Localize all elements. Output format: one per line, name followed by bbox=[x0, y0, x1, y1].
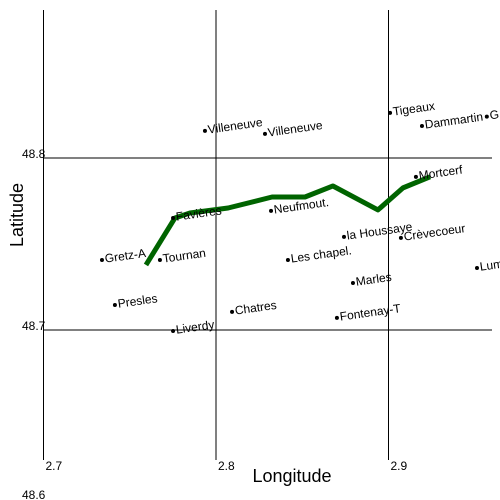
town-label: G bbox=[489, 107, 500, 122]
town-label: Favières bbox=[175, 203, 223, 223]
x-axis-title: Longitude bbox=[252, 466, 331, 486]
town-marker bbox=[269, 208, 274, 213]
town-marker bbox=[112, 303, 117, 308]
town-marker bbox=[334, 315, 339, 320]
y-tick-label: 48.6 bbox=[22, 488, 46, 500]
town-marker bbox=[262, 131, 267, 136]
route-line bbox=[143, 174, 432, 267]
town-marker bbox=[419, 123, 424, 128]
town-marker bbox=[398, 235, 403, 240]
town-marker bbox=[474, 266, 479, 271]
y-axis-title: Latitude bbox=[7, 183, 27, 247]
town-label: Fontenay-T bbox=[339, 301, 402, 323]
town-label: Chatres bbox=[234, 298, 278, 318]
town-label: Liverdy bbox=[175, 317, 215, 336]
x-tick-label: 2.8 bbox=[218, 459, 235, 473]
town-label: Crèvecoeur bbox=[403, 221, 466, 243]
y-tick-label: 48.7 bbox=[22, 319, 46, 333]
town-marker bbox=[341, 234, 346, 239]
town-marker bbox=[230, 309, 235, 314]
town-marker bbox=[171, 329, 176, 334]
town-marker bbox=[285, 257, 290, 262]
town-label: Marles bbox=[355, 270, 393, 289]
town-label: Mortcerf bbox=[418, 162, 464, 182]
town-marker bbox=[157, 257, 162, 262]
town-label: Villeneuve bbox=[267, 118, 324, 140]
town-marker bbox=[350, 281, 355, 286]
town-label: Villeneuve bbox=[207, 115, 264, 137]
town-label: Les chapel. bbox=[290, 243, 353, 265]
town-marker bbox=[413, 174, 418, 179]
town-label: Lum bbox=[479, 257, 500, 274]
town-label: Tigeaux bbox=[392, 99, 436, 119]
town-marker bbox=[388, 110, 393, 115]
town-label: Tournan bbox=[162, 246, 207, 266]
town-marker bbox=[99, 257, 104, 262]
town-marker bbox=[484, 114, 489, 119]
x-tick-label: 2.9 bbox=[391, 459, 408, 473]
town-marker bbox=[171, 215, 176, 220]
x-tick-label: 2.7 bbox=[46, 459, 63, 473]
town-label: Gretz-A bbox=[104, 246, 147, 266]
town-marker bbox=[202, 128, 207, 133]
y-tick-label: 48.8 bbox=[22, 147, 46, 161]
town-label: Presles bbox=[117, 291, 159, 310]
